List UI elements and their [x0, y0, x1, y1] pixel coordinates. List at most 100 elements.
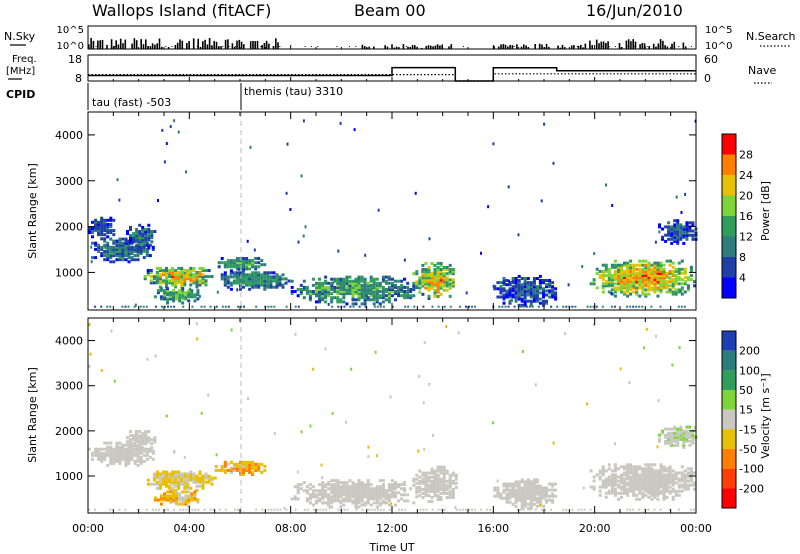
- nsky-bar: [584, 43, 587, 49]
- echo-cell: [284, 277, 288, 281]
- echo-cell: [538, 285, 542, 289]
- nsky-bar: [502, 44, 505, 49]
- echo-cell: [189, 277, 193, 281]
- echo-cell: [144, 230, 148, 233]
- echo-cell: [412, 501, 416, 505]
- echo-cell: [514, 498, 518, 502]
- echo-cell: [209, 305, 212, 308]
- echo-cell: [384, 281, 388, 285]
- echo-cell: [448, 485, 452, 489]
- echo-cell: [502, 287, 506, 291]
- echo-cell: [577, 508, 580, 511]
- echo-cell: [189, 269, 193, 272]
- echo-cell: [688, 221, 692, 225]
- echo-cell: [183, 480, 187, 484]
- echo-cell: [174, 472, 178, 476]
- echo-cell: [269, 285, 273, 289]
- echo-cell: [523, 279, 527, 282]
- echo-cell: [248, 468, 252, 472]
- echo-cell: [348, 499, 352, 503]
- echo-cell: [186, 480, 190, 484]
- echo-cell: [517, 291, 521, 295]
- colorbar-tick-label: -50: [739, 443, 757, 456]
- nsky-bar: [256, 40, 259, 49]
- echo-cell: [656, 271, 660, 275]
- echo-cell: [424, 286, 428, 290]
- echo-cell: [673, 239, 677, 243]
- echo-cell: [644, 473, 648, 477]
- echo-cell: [254, 462, 258, 466]
- echo-cell: [183, 455, 186, 459]
- echo-cell: [656, 477, 660, 481]
- echo-cell: [523, 482, 527, 486]
- echo-cell: [345, 497, 349, 501]
- colorbar-tick-label: 4: [739, 272, 746, 285]
- echo-cell: [629, 463, 633, 467]
- echo-cell: [232, 281, 236, 285]
- echo-cell: [493, 486, 497, 490]
- echo-cell: [638, 473, 642, 477]
- echo-cell: [142, 247, 146, 251]
- nsearch-dot: [608, 46, 610, 47]
- echo-cell: [152, 277, 156, 281]
- echo-cell: [382, 305, 385, 308]
- echo-cell: [351, 302, 355, 306]
- echo-cell: [607, 290, 611, 294]
- nsky-bar: [520, 46, 523, 49]
- echo-cell: [159, 297, 163, 301]
- echo-cell: [445, 485, 449, 489]
- echo-cell: [305, 292, 309, 296]
- echo-cell: [641, 479, 645, 483]
- echo-cell: [115, 254, 119, 258]
- echo-cell: [421, 477, 425, 481]
- echo-cell: [610, 278, 614, 282]
- echo-cell: [669, 259, 672, 263]
- echo-cell: [517, 279, 521, 282]
- echo-cell: [339, 283, 343, 287]
- echo-cell: [290, 292, 294, 296]
- echo-cell: [175, 498, 179, 502]
- echo-cell: [232, 265, 236, 269]
- echo-cell: [145, 243, 149, 247]
- echo-cell: [428, 382, 431, 386]
- echo-cell: [656, 263, 660, 267]
- echo-cell: [382, 508, 385, 511]
- echo-cell: [424, 270, 428, 274]
- echo-cell: [138, 430, 142, 434]
- echo-cell: [680, 473, 684, 477]
- echo-cell: [195, 283, 199, 287]
- echo-cell: [257, 279, 261, 283]
- echo-cell: [502, 279, 506, 282]
- echo-cell: [613, 475, 617, 479]
- echo-cell: [650, 497, 654, 501]
- echo-cell: [442, 479, 446, 483]
- echo-cell: [677, 288, 681, 292]
- echo-cell: [162, 478, 165, 482]
- echo-cell: [617, 282, 620, 286]
- nsky-bar: [561, 44, 564, 49]
- echo-cell: [610, 263, 614, 267]
- echo-cell: [363, 292, 367, 296]
- echo-cell: [499, 295, 503, 299]
- echo-cell: [442, 491, 446, 495]
- echo-cell: [662, 284, 666, 288]
- echo-cell: [118, 252, 122, 255]
- echo-cell: [103, 254, 107, 258]
- echo-cell: [650, 274, 654, 277]
- echo-cell: [260, 275, 264, 279]
- echo-cell: [668, 467, 672, 471]
- echo-cell: [196, 289, 200, 293]
- nsky-bar: [113, 46, 115, 49]
- echo-cell: [677, 477, 681, 481]
- echo-cell: [91, 229, 94, 233]
- echo-cell: [124, 258, 128, 262]
- echo-cell: [422, 508, 425, 511]
- echo-cell: [430, 284, 434, 288]
- echo-cell: [664, 433, 668, 437]
- echo-cell: [345, 288, 349, 291]
- echo-cell: [339, 121, 342, 125]
- echo-cell: [661, 429, 664, 433]
- echo-cell: [427, 270, 431, 274]
- echo-cell: [245, 462, 249, 466]
- echo-cell: [629, 274, 633, 277]
